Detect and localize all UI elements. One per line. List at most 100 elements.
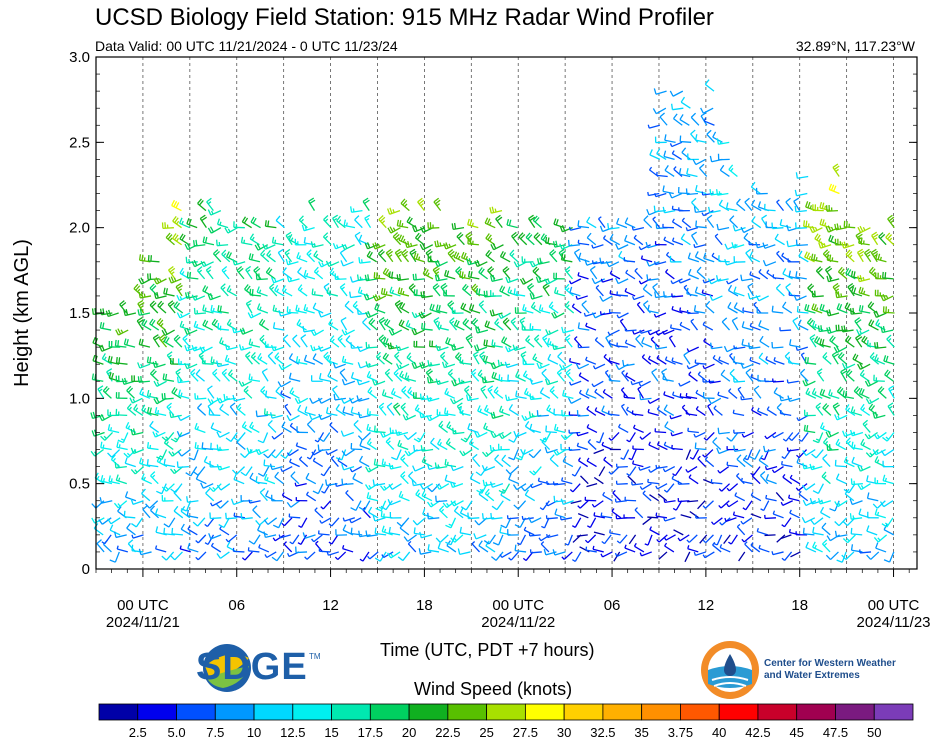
barb-flag <box>160 323 164 327</box>
barb-flag <box>687 268 692 275</box>
wind-barb <box>271 236 284 246</box>
wind-barb <box>614 498 627 503</box>
barb-staff <box>281 363 292 371</box>
wind-barb <box>700 107 714 114</box>
wind-barb <box>697 500 706 510</box>
wind-barb <box>591 260 605 265</box>
barb-staff <box>470 477 481 485</box>
barb-flag <box>199 214 206 220</box>
barb-flag <box>483 339 486 346</box>
barb-flag <box>224 343 228 350</box>
wind-barb <box>130 466 144 475</box>
barb-flag <box>697 455 701 460</box>
wind-barb <box>288 513 301 519</box>
wind-barb <box>397 551 411 562</box>
barb-flag <box>497 312 502 319</box>
barb-flag <box>482 451 487 458</box>
barb-flag <box>637 386 642 390</box>
barb-staff <box>447 373 457 382</box>
barb-staff <box>197 551 207 561</box>
wind-barb <box>419 242 434 251</box>
wind-barb <box>367 551 379 560</box>
wind-barb <box>685 188 699 196</box>
barb-staff <box>603 459 613 468</box>
barb-staff <box>296 324 307 331</box>
barb-flag <box>126 403 132 409</box>
wind-barb <box>491 339 503 348</box>
barb-flag <box>117 506 122 512</box>
wind-barb <box>381 389 394 399</box>
barb-flag <box>278 534 281 539</box>
barb-flag <box>445 242 449 249</box>
barb-staff <box>501 431 512 440</box>
barb-staff <box>586 460 597 468</box>
barb-flag <box>663 391 666 395</box>
wind-barb <box>341 478 354 486</box>
barb-flag <box>304 556 308 560</box>
wind-barb <box>259 334 269 348</box>
barb-flag <box>395 429 398 436</box>
barb-staff <box>672 240 684 246</box>
barb-flag <box>561 477 564 481</box>
barb-flag <box>193 259 198 266</box>
barb-flag <box>427 370 433 376</box>
barb-staff <box>284 405 292 416</box>
barb-staff <box>265 395 277 399</box>
wind-barb <box>309 397 323 404</box>
wind-barb <box>271 494 283 502</box>
wind-barb <box>545 515 558 520</box>
wind-barb <box>341 545 354 553</box>
barb-staff <box>262 432 269 443</box>
barb-flag <box>434 462 438 469</box>
barb-staff <box>295 483 307 487</box>
wind-barb <box>340 260 354 267</box>
wind-barb <box>215 239 229 247</box>
barb-staff <box>570 380 582 386</box>
barb-flag <box>515 457 522 461</box>
barb-flag <box>494 454 500 460</box>
barb-flag <box>691 197 697 203</box>
barb-flag <box>374 303 378 310</box>
barb-flag <box>529 423 533 430</box>
barb-flag <box>379 250 385 256</box>
wind-barb <box>482 355 495 365</box>
barb-staff <box>618 312 629 319</box>
wind-barb <box>653 261 667 266</box>
barb-flag <box>91 373 95 380</box>
wind-barb <box>138 548 152 556</box>
barb-staff <box>539 309 551 314</box>
barb-flag <box>502 266 508 271</box>
barb-flag <box>568 358 572 362</box>
wind-barb <box>340 397 354 404</box>
wind-barb <box>499 526 511 536</box>
barb-flag <box>152 334 159 339</box>
wind-barb <box>408 283 418 297</box>
barb-flag <box>671 150 675 154</box>
barb-flag <box>265 490 269 497</box>
wind-barb <box>329 335 340 348</box>
barb-staff <box>602 391 613 399</box>
wind-barb <box>100 475 113 485</box>
wind-barb <box>680 233 691 246</box>
barb-flag <box>101 344 105 351</box>
wind-barb <box>240 466 253 477</box>
wind-barb <box>194 393 207 400</box>
wind-barb <box>703 432 715 441</box>
barb-staff <box>687 500 699 503</box>
wind-barb <box>689 449 700 460</box>
barb-flag <box>705 300 711 307</box>
barb-staff <box>688 374 698 382</box>
barb-flag <box>392 232 399 238</box>
barb-flag <box>326 354 330 361</box>
wind-barb <box>241 216 252 229</box>
barb-staff <box>327 375 338 382</box>
barb-flag <box>110 356 113 363</box>
barb-flag <box>639 329 642 334</box>
barb-flag <box>280 390 283 394</box>
barb-flag <box>149 407 152 414</box>
wind-barb <box>581 300 590 314</box>
wind-barb <box>663 291 676 298</box>
wind-barb <box>591 277 605 285</box>
barb-flag <box>608 357 611 362</box>
wind-barb <box>149 368 159 382</box>
